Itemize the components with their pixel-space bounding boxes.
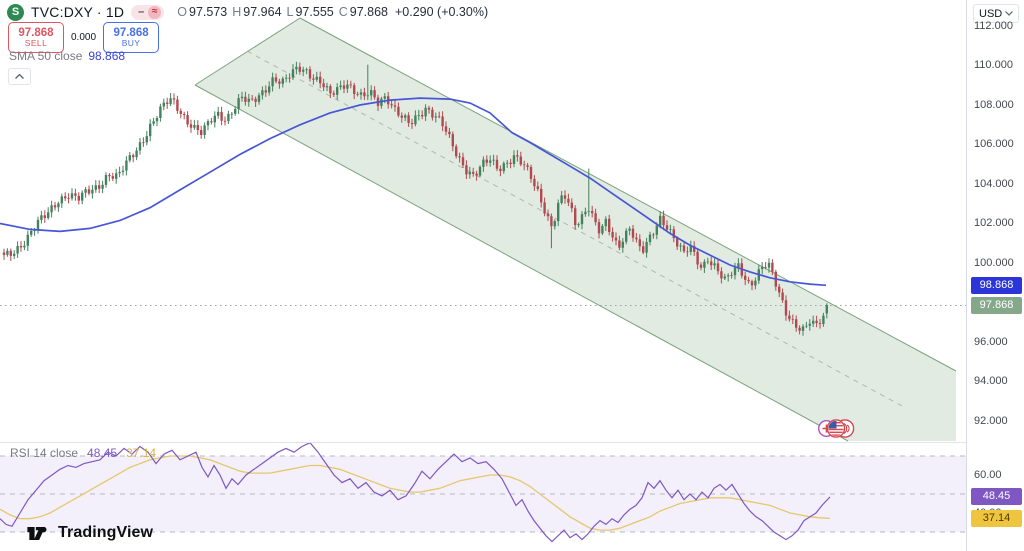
- rsi-title: RSI 14 close: [10, 446, 79, 460]
- rsi-value: 48.45: [87, 446, 118, 460]
- high-label: H: [232, 5, 242, 19]
- axis-tick: 108.000: [974, 99, 1014, 111]
- axis-tick: 106.000: [974, 138, 1014, 150]
- sell-label: SELL: [24, 38, 48, 49]
- buy-button[interactable]: 97.868 BUY: [103, 22, 160, 53]
- delayed-data-icon: ≈: [148, 5, 162, 19]
- trade-buttons: 97.868 SELL 0.000 97.868 BUY: [8, 22, 160, 53]
- sma-price-badge: 98.868: [971, 277, 1022, 294]
- axis-tick: 104.000: [974, 178, 1014, 190]
- spread-value: 0.000: [71, 32, 97, 43]
- rsi-ma-value: 37.14: [126, 446, 157, 460]
- rsi-ma-line: [0, 455, 831, 531]
- rsi-indicator-legend[interactable]: RSI 14 close 48.45 37.14: [10, 446, 156, 460]
- axis-tick: 100.000: [974, 257, 1014, 269]
- rsi-ma-badge: 37.14: [971, 510, 1022, 527]
- rsi-pane[interactable]: [0, 442, 966, 551]
- chart-legend: S TVC:DXY · 1D – ≈ O 97.573 H 97.964 L 9…: [7, 3, 488, 21]
- pane-separator[interactable]: [0, 442, 1024, 443]
- axis-tick: 92.000: [974, 415, 1008, 427]
- currency-selector[interactable]: USD: [973, 4, 1019, 23]
- ohlc-values: O 97.573 H 97.964 L 97.555 C 97.868 +0.2…: [177, 5, 488, 19]
- collapse-legend-button[interactable]: [8, 68, 31, 85]
- chevron-up-icon: [15, 74, 24, 79]
- axis-tick: 110.000: [974, 59, 1013, 71]
- market-closed-icon: –: [138, 5, 145, 18]
- rsi-line: [0, 442, 831, 543]
- buy-label: BUY: [121, 38, 141, 49]
- tradingview-logo-text: TradingView: [58, 524, 154, 541]
- rsi-value-badge: 48.45: [971, 488, 1022, 505]
- close-value: 97.868: [349, 5, 388, 19]
- sell-price: 97.868: [18, 27, 54, 39]
- flags-icon: [817, 415, 855, 447]
- axis-tick: 102.000: [974, 217, 1014, 229]
- axis-tick: 94.000: [974, 375, 1008, 387]
- symbol-logo-icon[interactable]: S: [7, 3, 24, 21]
- sma-value: 98.868: [88, 49, 126, 63]
- open-label: O: [177, 5, 188, 19]
- last-price-badge: 97.868: [971, 297, 1022, 314]
- low-label: L: [286, 5, 294, 19]
- market-status-pill[interactable]: – ≈: [131, 4, 165, 20]
- currency-label: USD: [979, 7, 1003, 20]
- sma-indicator-legend[interactable]: SMA 50 close 98.868: [9, 49, 125, 63]
- buy-price: 97.868: [113, 27, 149, 39]
- axis-tick: 96.000: [974, 336, 1008, 348]
- open-value: 97.573: [189, 5, 228, 19]
- axis-tick: 112.000: [974, 20, 1013, 32]
- change-value: +0.290 (+0.30%): [394, 5, 489, 19]
- price-axis[interactable]: USD 112.000 110.000 108.000 106.000 104.000 1…: [966, 0, 1024, 551]
- symbol-title[interactable]: TVC:DXY · 1D: [31, 4, 125, 20]
- sell-button[interactable]: 97.868 SELL: [8, 22, 64, 53]
- tradingview-logo[interactable]: TradingView: [26, 524, 153, 542]
- sma-label: SMA 50 close: [9, 49, 83, 63]
- sma50-line: [0, 97, 827, 287]
- low-value: 97.555: [295, 5, 334, 19]
- high-value: 97.964: [243, 5, 282, 19]
- chevron-down-icon: [1005, 11, 1013, 16]
- close-label: C: [338, 5, 348, 19]
- axis-tick: 60.00: [974, 469, 1002, 481]
- tradingview-mark-icon: [27, 526, 47, 540]
- main-chart-pane[interactable]: [0, 0, 966, 442]
